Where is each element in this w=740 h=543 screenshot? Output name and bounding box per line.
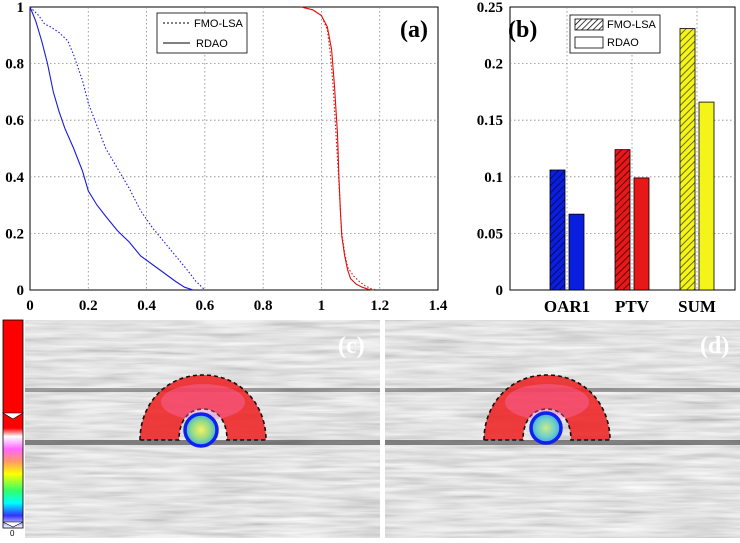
image-d-ptv-inner-tint <box>505 384 589 420</box>
colorbar-lower-marker <box>2 521 24 528</box>
legend-b-fmo-lsa-label: FMO-LSA <box>607 19 657 31</box>
panel-a-x-tick-label: 0 <box>26 298 34 314</box>
panel-a-grid <box>30 7 438 290</box>
panel-b-legend: FMO-LSA RDAO <box>569 14 661 54</box>
legend-rdao-swatch <box>574 36 604 49</box>
image-d-label: (d) <box>700 333 729 359</box>
colorbar-zero-label: 0 <box>10 529 15 538</box>
panel-b-y-tick-label: 0.25 <box>477 0 503 16</box>
panel-a-legend: FMO-LSA RDAO <box>156 12 248 54</box>
panel-b-tick-labels: 0 0.05 0.1 0.15 0.2 0.25 OAR1 PTV SUM <box>477 0 716 316</box>
bar-ptv-fmo-lsa <box>614 149 631 291</box>
bar-sum-fmo-lsa <box>679 28 696 291</box>
panel-b-bars <box>549 28 715 291</box>
panel-b-y-tick-label: 0.15 <box>477 113 503 129</box>
panel-a-x-tick-label: 0.6 <box>195 298 214 314</box>
panel-a-dose-volume-chart: 0 0.2 0.4 0.6 0.8 1 1.2 1.4 0 0.2 0.4 0.6 0.8 1 FMO-L… <box>5 0 448 314</box>
image-d-oar-structure <box>529 411 563 445</box>
panel-a-series <box>29 6 377 291</box>
colorbar-upper-marker <box>1 412 25 420</box>
panel-a-y-tick-label: 0.4 <box>5 170 24 186</box>
panel-b-label: (b) <box>508 17 537 43</box>
image-d-dose-map: (d) <box>385 320 740 538</box>
panel-a-x-tick-label: 0.8 <box>254 298 273 314</box>
panel-a-label: (a) <box>400 17 428 43</box>
panel-b-y-tick-label: 0.05 <box>477 226 503 242</box>
legend-b-rdao-label: RDAO <box>607 37 639 49</box>
legend-fmo-lsa-label: FMO-LSA <box>194 18 244 30</box>
panel-a-y-tick-label: 0 <box>17 283 25 299</box>
panel-b-bar-chart: 0 0.05 0.1 0.15 0.2 0.25 OAR1 PTV SUM FMO-LSA RD… <box>477 0 736 316</box>
image-c-oar-structure <box>183 412 219 448</box>
panel-a-series-line-0 <box>29 6 206 291</box>
legend-rdao-label: RDAO <box>196 38 228 50</box>
colorbar: 0 <box>1 319 25 538</box>
bar-ptv-rdao <box>633 177 650 291</box>
image-d-dark-band-bottom <box>385 440 740 445</box>
panel-a-x-tick-label: 0.2 <box>79 298 98 314</box>
image-c-dose-map: (c) <box>25 320 380 538</box>
panel-a-y-tick-label: 0.2 <box>5 226 24 242</box>
panel-b-y-tick-label: 0.1 <box>484 170 503 186</box>
panel-a-y-tick-label: 1 <box>17 0 25 16</box>
panel-a-legend-box <box>156 12 248 54</box>
panel-a-y-tick-label: 0.8 <box>5 57 24 73</box>
panel-a-x-tick-label: 0.4 <box>137 298 156 314</box>
panel-a-series-line-3 <box>300 6 374 291</box>
panel-a-x-tick-label: 1.2 <box>370 298 389 314</box>
panel-a-series-line-2 <box>29 6 194 291</box>
bar-oar1-rdao <box>568 213 585 291</box>
legend-fmo-lsa-swatch <box>574 18 604 31</box>
panel-a-x-tick-label: 1 <box>318 298 326 314</box>
panel-a-series-line-1 <box>300 6 377 291</box>
panel-b-category-label: OAR1 <box>544 297 590 316</box>
panel-b-category-label: PTV <box>615 297 650 316</box>
panel-a-plot-area <box>29 6 439 291</box>
panel-b-y-tick-label: 0.2 <box>484 57 503 73</box>
bar-sum-rdao <box>698 101 715 291</box>
colorbar-gradient <box>2 319 24 529</box>
panel-a-tick-labels: 0 0.2 0.4 0.6 0.8 1 1.2 1.4 0 0.2 0.4 0.6 0.8 1 <box>5 0 448 314</box>
image-c-ptv-contour <box>139 374 267 441</box>
image-c-label: (c) <box>338 333 365 359</box>
image-d-ptv-contour <box>483 374 611 441</box>
panel-a-y-tick-label: 0.6 <box>5 113 24 129</box>
panel-b-y-tick-label: 0 <box>496 283 504 299</box>
bar-oar1-fmo-lsa <box>549 169 566 291</box>
image-c-ptv-inner-tint <box>161 384 245 420</box>
panel-a-x-tick-label: 1.4 <box>429 298 448 314</box>
panel-b-category-label: SUM <box>678 297 716 316</box>
